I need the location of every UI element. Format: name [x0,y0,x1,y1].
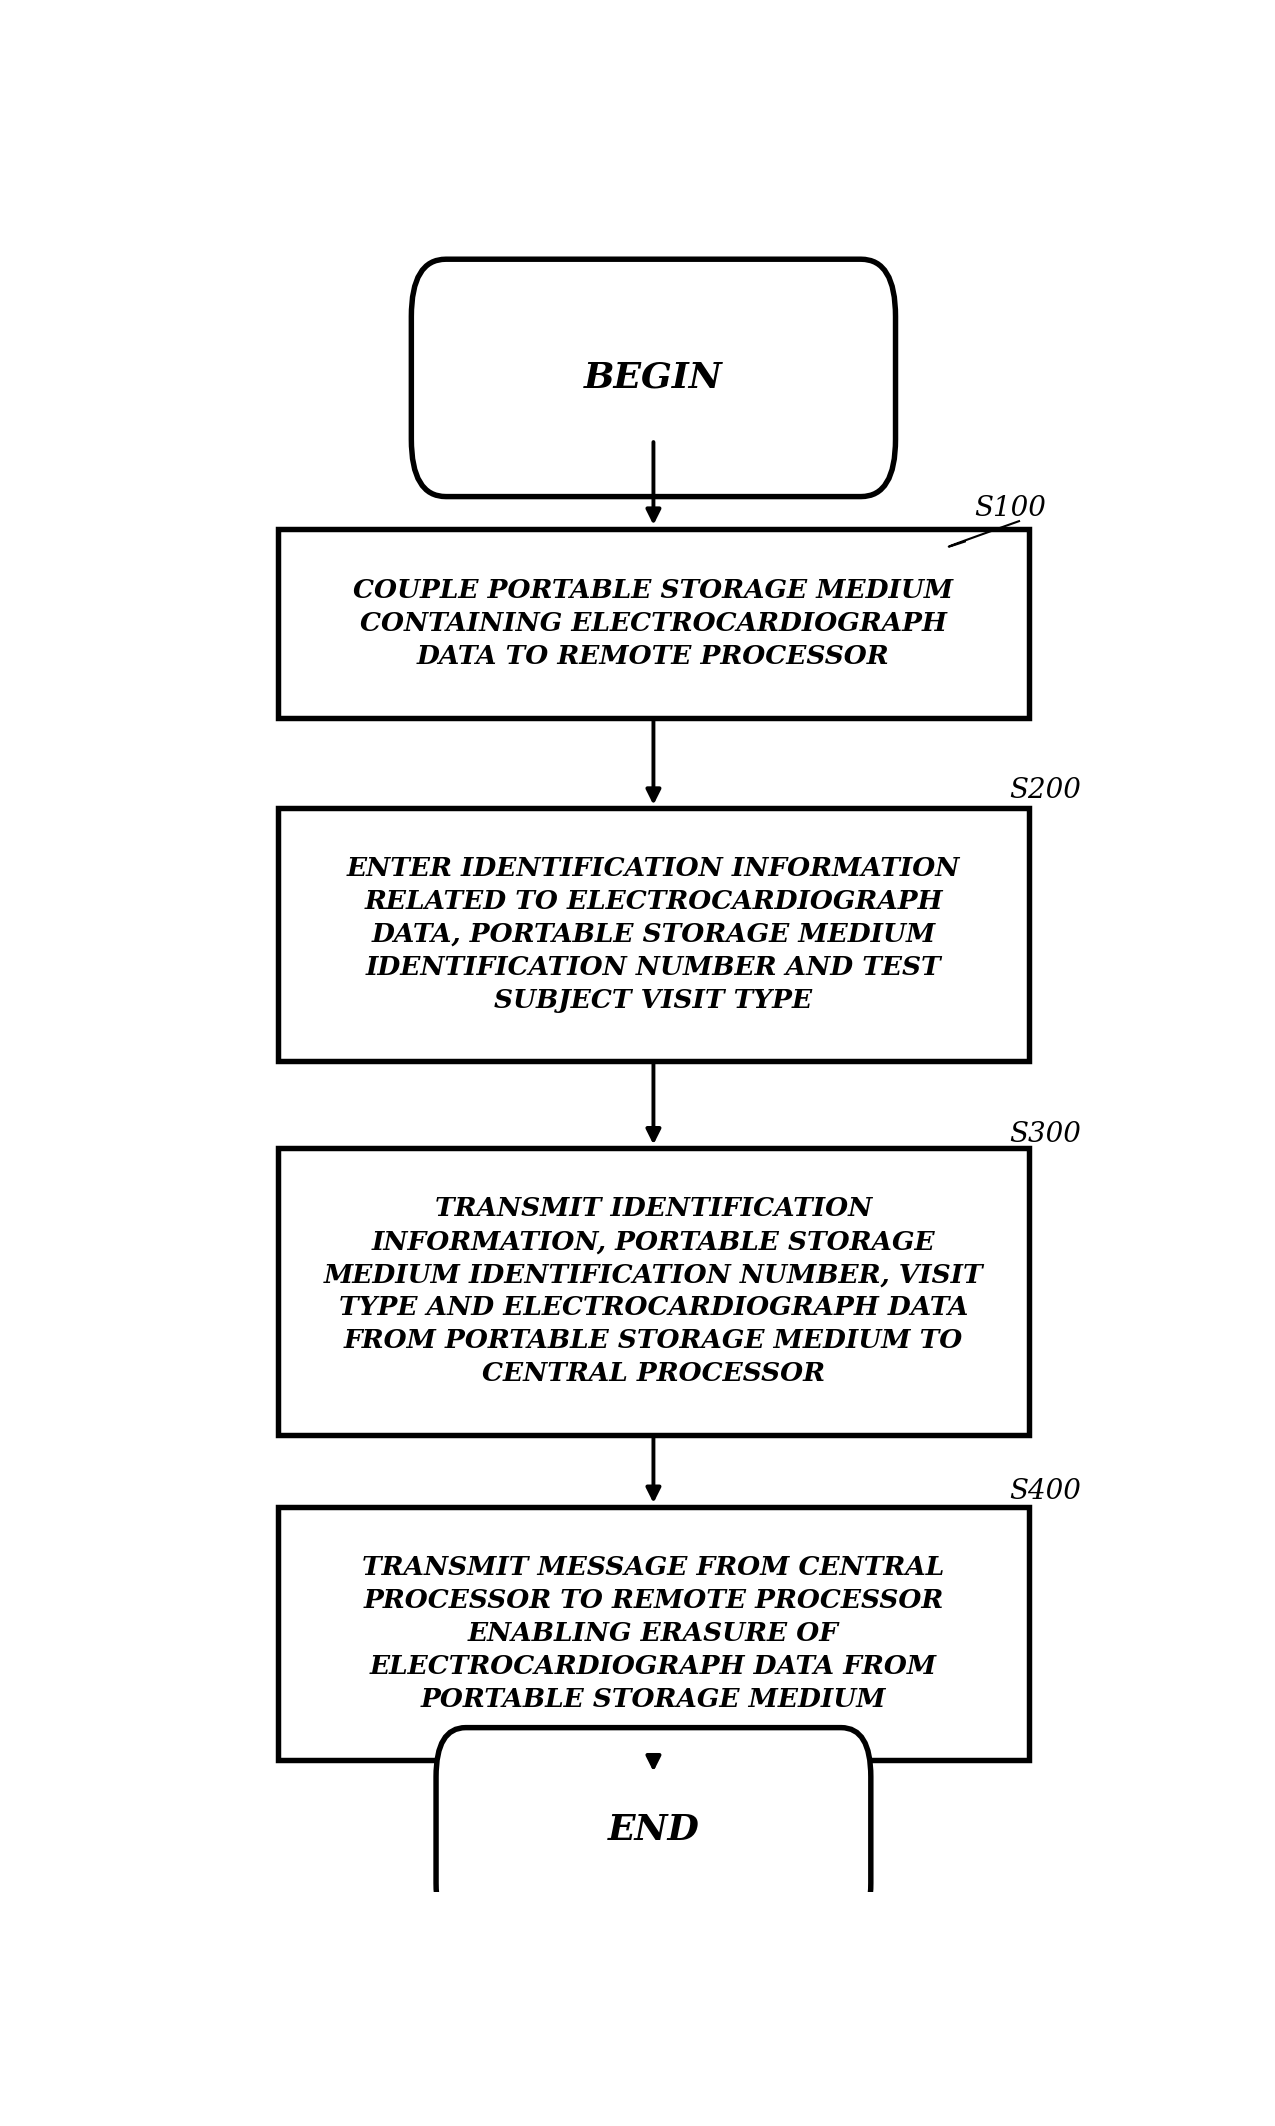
FancyBboxPatch shape [278,1148,1029,1435]
FancyBboxPatch shape [412,259,895,497]
FancyBboxPatch shape [278,1507,1029,1760]
Text: TRANSMIT MESSAGE FROM CENTRAL
PROCESSOR TO REMOTE PROCESSOR
ENABLING ERASURE OF
: TRANSMIT MESSAGE FROM CENTRAL PROCESSOR … [362,1554,945,1711]
Text: S300: S300 [1010,1120,1081,1148]
FancyBboxPatch shape [436,1728,871,1933]
FancyBboxPatch shape [278,529,1029,719]
Text: ENTER IDENTIFICATION INFORMATION
RELATED TO ELECTROCARDIOGRAPH
DATA, PORTABLE ST: ENTER IDENTIFICATION INFORMATION RELATED… [347,857,960,1012]
Text: S200: S200 [1010,776,1081,804]
Text: TRANSMIT IDENTIFICATION
INFORMATION, PORTABLE STORAGE
MEDIUM IDENTIFICATION NUMB: TRANSMIT IDENTIFICATION INFORMATION, POR… [324,1197,983,1386]
Text: COUPLE PORTABLE STORAGE MEDIUM
CONTAINING ELECTROCARDIOGRAPH
DATA TO REMOTE PROC: COUPLE PORTABLE STORAGE MEDIUM CONTAININ… [353,578,954,670]
Text: END: END [607,1813,700,1847]
FancyBboxPatch shape [278,808,1029,1061]
Text: BEGIN: BEGIN [584,361,723,395]
Text: S400: S400 [1010,1478,1081,1505]
Text: S100: S100 [974,495,1047,523]
